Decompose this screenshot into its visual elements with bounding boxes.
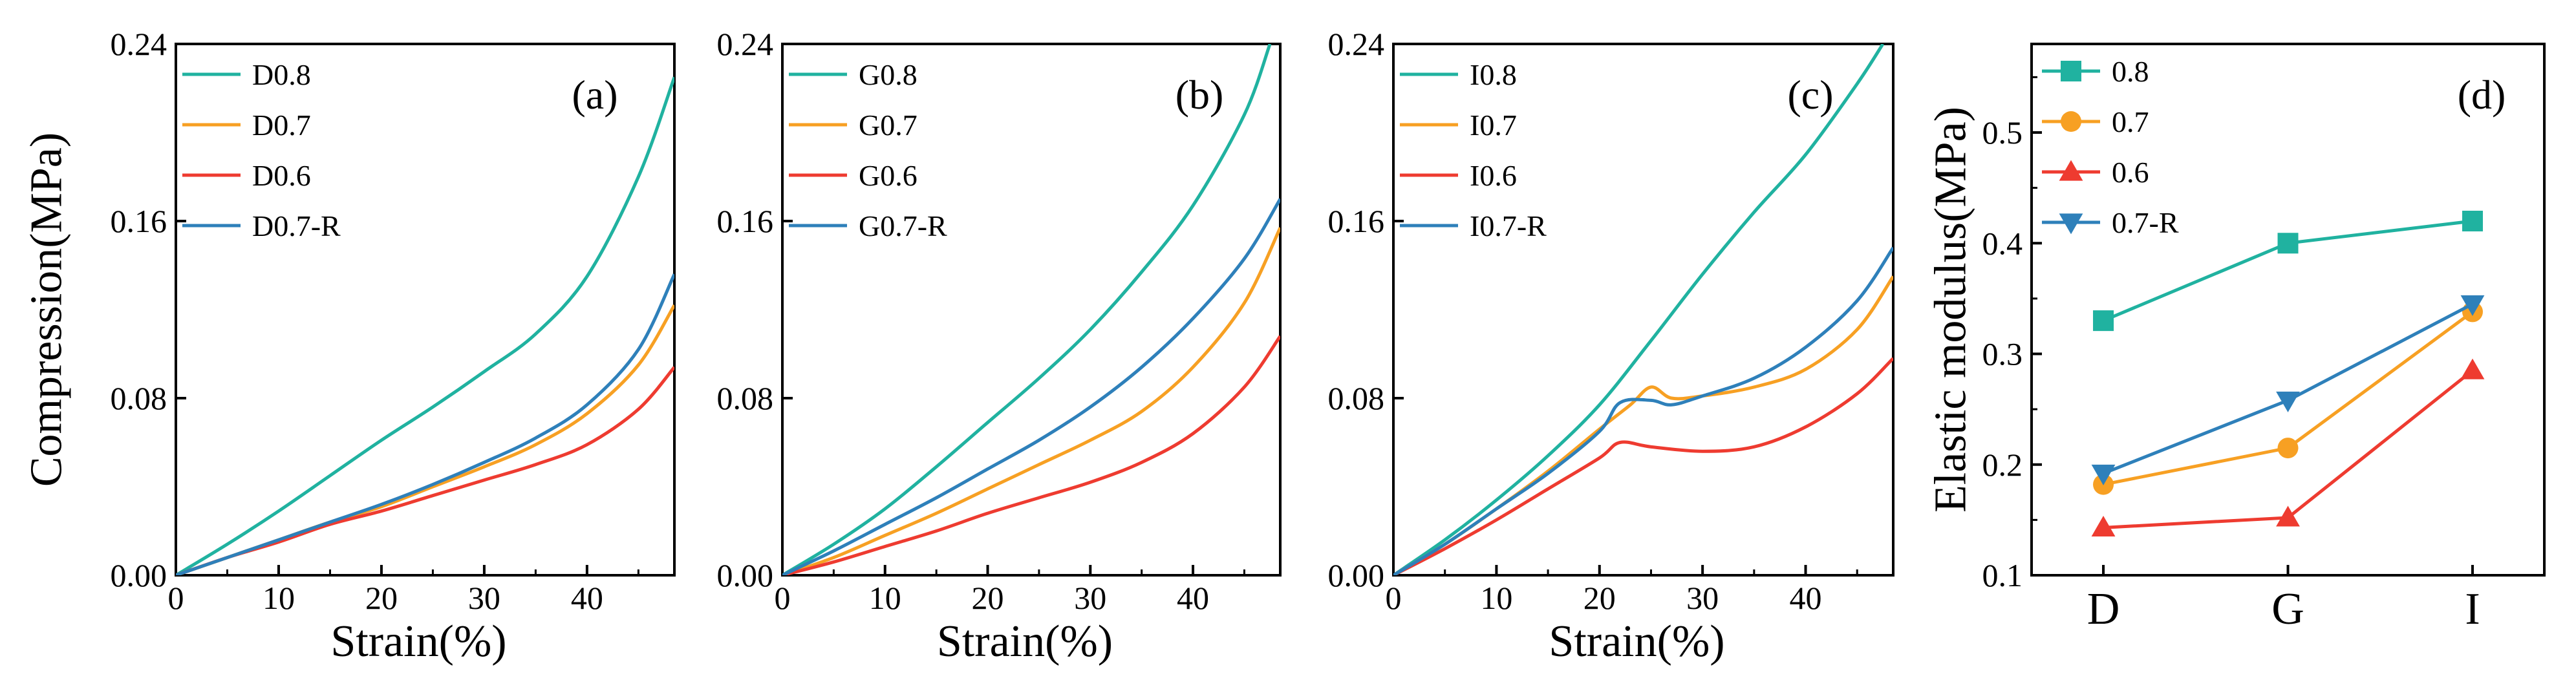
data-point-marker — [2462, 211, 2483, 231]
legend-label: G0.6 — [859, 159, 918, 192]
legend-label: I0.7 — [1470, 109, 1517, 142]
x-tick-label: 30 — [1074, 580, 1106, 616]
x-tick-label: 0 — [168, 580, 184, 616]
legend-label: D0.7 — [252, 109, 311, 142]
y-tick-label: 0.2 — [1982, 447, 2023, 483]
series-line-g0-6 — [782, 335, 1280, 575]
y-tick-label: 0.08 — [1328, 380, 1385, 416]
y-tick-label: 0.1 — [1982, 557, 2023, 593]
plot-frame — [175, 43, 676, 577]
legend-label: I0.8 — [1470, 58, 1517, 91]
series-line-d0-7 — [176, 304, 674, 575]
legend-label: D0.7-R — [252, 209, 341, 242]
series-line-g0-8 — [782, 44, 1272, 575]
series-line-i0-7 — [1393, 275, 1893, 575]
legend-label: 0.8 — [2112, 55, 2149, 88]
y-axis-title: Elastic modulus(MPa) — [1926, 107, 1976, 513]
legend-label: G0.7 — [859, 109, 918, 142]
y-tick-label: 0.5 — [1982, 114, 2023, 151]
data-point-marker — [2276, 505, 2300, 527]
legend-label: 0.6 — [2112, 156, 2149, 189]
data-point-marker — [2059, 160, 2083, 181]
x-tick-label: 20 — [365, 580, 398, 616]
x-tick-label: 10 — [869, 580, 901, 616]
y-tick-label: 0.00 — [111, 557, 167, 593]
series-line-g0-7 — [782, 227, 1280, 575]
series-line-d0-7-r — [176, 273, 674, 575]
data-point-marker — [2460, 295, 2485, 316]
x-tick-label: 20 — [1583, 580, 1616, 616]
plot-frame — [1392, 43, 1894, 577]
x-tick-label: 40 — [571, 580, 603, 616]
series-line-i0-8 — [1393, 44, 1885, 575]
panel-a: 0.00 0.08 0.16 0.24 0 10 20 30 40 Strain(%) Compre… — [22, 26, 676, 666]
panel-tag: (a) — [572, 72, 617, 118]
x-tick-label: 0 — [1386, 580, 1402, 616]
data-point-marker — [2276, 391, 2300, 412]
series-line-i0-7-r — [1393, 246, 1893, 575]
y-tick-label: 0.16 — [717, 203, 774, 239]
series-line-d0-6 — [176, 366, 674, 575]
series-line-d0-8 — [176, 76, 674, 575]
legend-label: 0.7 — [2112, 105, 2149, 138]
legend-label: G0.8 — [859, 58, 918, 91]
y-tick-label: 0.3 — [1982, 336, 2023, 372]
y-tick-label: 0.16 — [111, 203, 167, 239]
x-category-label: I — [2465, 584, 2480, 634]
data-point-marker — [2277, 438, 2299, 459]
legend-label: G0.7-R — [859, 209, 947, 242]
y-tick-label: 0.24 — [111, 26, 167, 62]
x-tick-label: 0 — [775, 580, 791, 616]
series-line-g0-7-r — [782, 198, 1280, 575]
plot-frame — [781, 43, 1282, 577]
y-tick-label: 0.08 — [717, 380, 774, 416]
data-point-marker — [2061, 111, 2081, 132]
data-point-marker — [2091, 515, 2116, 536]
panel-d: 0.1 0.2 0.3 0.4 0.5 D G I Elastic modulus(MPa) (d… — [1926, 43, 2546, 634]
x-tick-label: 10 — [263, 580, 295, 616]
y-tick-label: 0.00 — [1328, 557, 1385, 593]
x-tick-label: 30 — [1686, 580, 1719, 616]
data-point-marker — [2277, 233, 2299, 254]
y-tick-label: 0.24 — [717, 26, 774, 62]
y-tick-label: 0.4 — [1982, 225, 2023, 261]
legend-label: D0.6 — [252, 159, 311, 192]
x-tick-label: 10 — [1480, 580, 1512, 616]
panel-b: 0.00 0.08 0.16 0.24 0 10 20 30 40 Strain(%) (b) G0.… — [717, 26, 1282, 666]
x-tick-label: 20 — [972, 580, 1004, 616]
y-tick-label: 0.24 — [1328, 26, 1385, 62]
x-tick-label: 40 — [1177, 580, 1209, 616]
y-tick-label: 0.00 — [717, 557, 774, 593]
panel-c: 0.00 0.08 0.16 0.24 0 10 20 30 40 Strain(%) (c) I0.… — [1328, 26, 1894, 666]
y-axis-title: Compression(MPa) — [22, 133, 72, 487]
x-axis-title: Strain(%) — [1549, 617, 1724, 666]
data-point-marker — [2460, 358, 2485, 379]
panel-tag: (d) — [2458, 72, 2506, 118]
x-tick-label: 30 — [468, 580, 500, 616]
series-line-i0-6 — [1393, 357, 1893, 575]
data-point-marker — [2059, 213, 2083, 235]
x-category-label: G — [2271, 584, 2304, 634]
data-point-marker — [2061, 61, 2081, 81]
legend-label: I0.7-R — [1470, 209, 1547, 242]
y-tick-label: 0.08 — [111, 380, 167, 416]
panel-tag: (c) — [1787, 72, 1833, 118]
x-category-label: D — [2087, 584, 2120, 634]
data-point-marker — [2093, 310, 2114, 332]
x-axis-title: Strain(%) — [937, 617, 1113, 666]
x-axis-title: Strain(%) — [330, 617, 506, 666]
data-point-marker — [2091, 464, 2116, 485]
legend-label: 0.7-R — [2112, 206, 2179, 239]
legend-label: I0.6 — [1470, 159, 1517, 192]
x-tick-label: 40 — [1790, 580, 1822, 616]
legend-label: D0.8 — [252, 58, 311, 91]
y-tick-label: 0.16 — [1328, 203, 1385, 239]
panel-tag: (b) — [1175, 72, 1224, 118]
